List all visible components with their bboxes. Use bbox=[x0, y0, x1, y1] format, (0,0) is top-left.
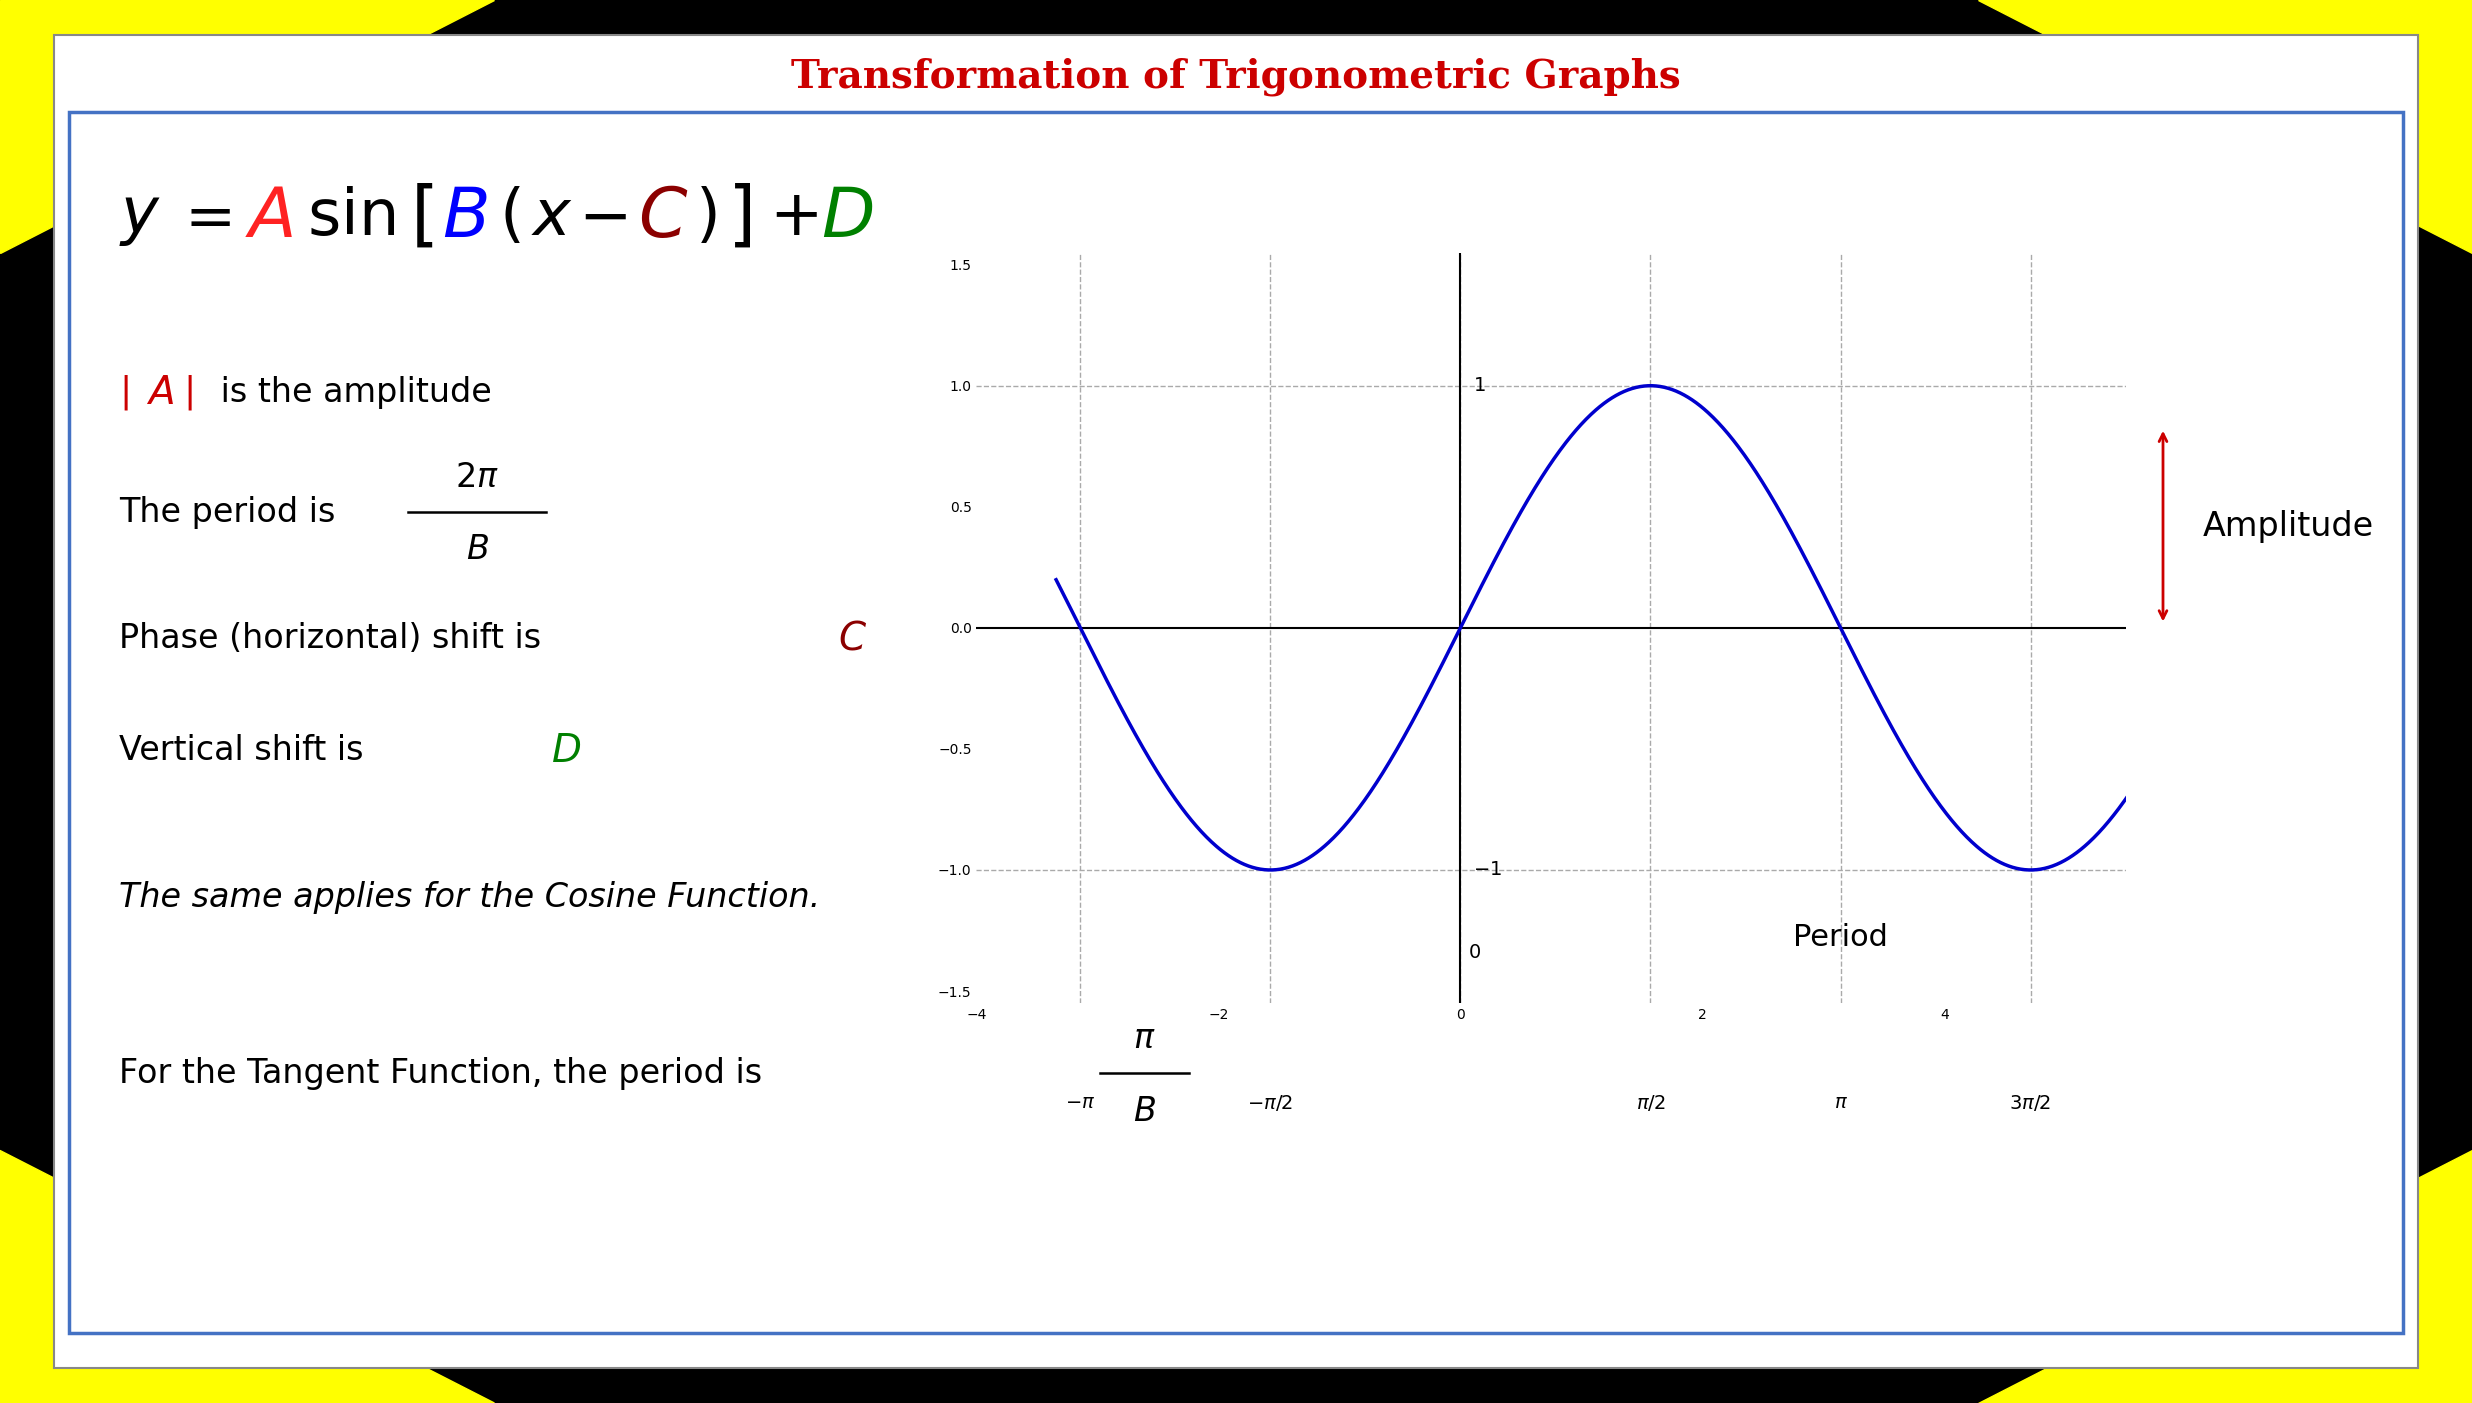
Text: $\mathit{D}$: $\mathit{D}$ bbox=[821, 184, 873, 251]
Text: For the Tangent Function, the period is: For the Tangent Function, the period is bbox=[119, 1056, 761, 1090]
Text: $2\pi$: $2\pi$ bbox=[455, 460, 499, 494]
Text: $\mathit{B}$: $\mathit{B}$ bbox=[465, 533, 489, 567]
Text: $=$: $=$ bbox=[173, 188, 232, 247]
Text: $\pi/2$: $\pi/2$ bbox=[1636, 1093, 1666, 1113]
Text: Transformation of Trigonometric Graphs: Transformation of Trigonometric Graphs bbox=[791, 58, 1681, 97]
Text: $-\pi/2$: $-\pi/2$ bbox=[1248, 1093, 1293, 1113]
Text: $\mathit{B}$: $\mathit{B}$ bbox=[442, 184, 487, 251]
Polygon shape bbox=[0, 1150, 494, 1403]
Text: $-$: $-$ bbox=[578, 187, 628, 248]
Text: $\mathit{C}$: $\mathit{C}$ bbox=[838, 619, 868, 658]
Text: $\mathit{A}$: $\mathit{A}$ bbox=[245, 184, 294, 251]
Text: $0$: $0$ bbox=[1468, 943, 1481, 962]
Text: is the amplitude: is the amplitude bbox=[210, 376, 492, 410]
Text: $|$: $|$ bbox=[183, 373, 193, 412]
Text: Period: Period bbox=[1792, 923, 1889, 953]
Text: $y$: $y$ bbox=[119, 187, 161, 248]
Text: Amplitude: Amplitude bbox=[2203, 509, 2373, 543]
Text: $($: $($ bbox=[499, 187, 522, 248]
Text: $\pi$: $\pi$ bbox=[1132, 1021, 1157, 1055]
Text: $x$: $x$ bbox=[531, 187, 574, 248]
Text: $3\pi/2$: $3\pi/2$ bbox=[2010, 1093, 2052, 1113]
Text: $\mathit{D}$: $\mathit{D}$ bbox=[551, 731, 581, 770]
Polygon shape bbox=[0, 0, 494, 253]
Text: The same applies for the Cosine Function.: The same applies for the Cosine Function… bbox=[119, 881, 821, 915]
Text: $]$: $]$ bbox=[727, 182, 751, 253]
Text: $[$: $[$ bbox=[410, 182, 433, 253]
Text: $\mathit{B}$: $\mathit{B}$ bbox=[1132, 1094, 1157, 1128]
Text: The period is: The period is bbox=[119, 495, 336, 529]
Text: $-1$: $-1$ bbox=[1473, 860, 1501, 880]
Text: $\pi$: $\pi$ bbox=[1834, 1093, 1847, 1113]
Bar bbox=[69, 112, 2403, 1333]
Text: $\mathit{A}$: $\mathit{A}$ bbox=[146, 373, 173, 412]
Text: $+$: $+$ bbox=[769, 187, 818, 248]
Text: Phase (horizontal) shift is: Phase (horizontal) shift is bbox=[119, 622, 551, 655]
Text: $\mathit{C}$: $\mathit{C}$ bbox=[638, 184, 687, 251]
Text: $)$: $)$ bbox=[695, 187, 717, 248]
Text: $\mathrm{sin}$: $\mathrm{sin}$ bbox=[307, 187, 396, 248]
Text: Vertical shift is: Vertical shift is bbox=[119, 734, 373, 767]
Text: $|$: $|$ bbox=[119, 373, 129, 412]
Polygon shape bbox=[1978, 0, 2472, 253]
Polygon shape bbox=[1978, 1150, 2472, 1403]
Text: $1$: $1$ bbox=[1473, 376, 1486, 396]
Text: $-\pi$: $-\pi$ bbox=[1065, 1093, 1095, 1113]
